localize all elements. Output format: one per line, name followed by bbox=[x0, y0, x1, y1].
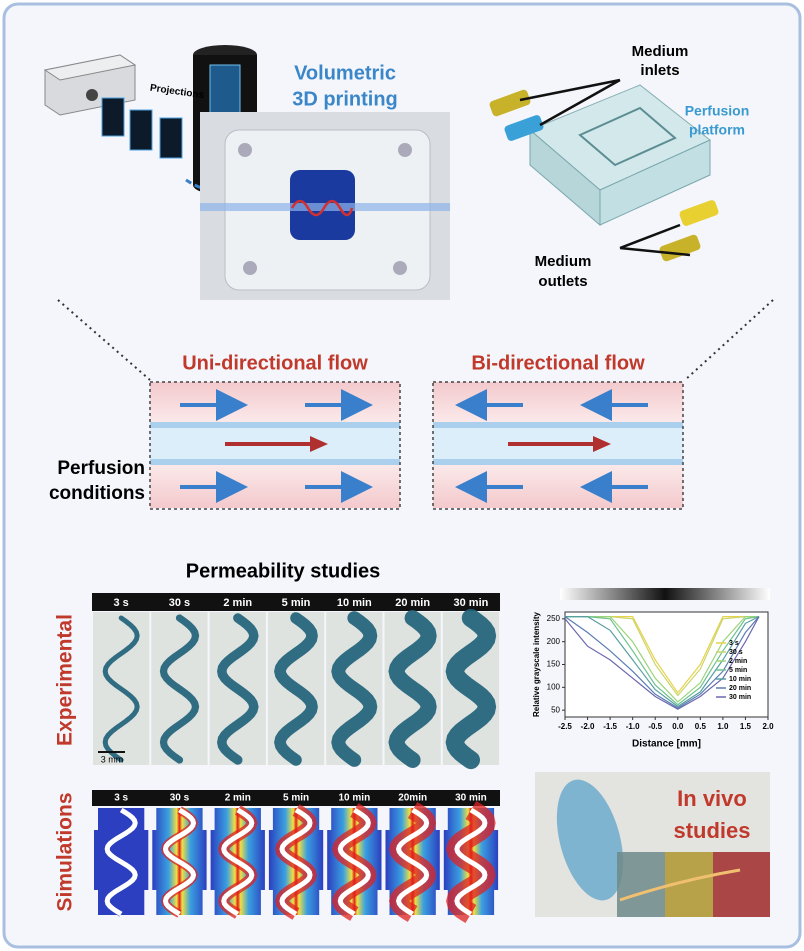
time-label: 5 min bbox=[282, 597, 311, 609]
time-label: 30 min bbox=[454, 597, 489, 609]
channel-wall bbox=[433, 459, 683, 465]
y-tick-label: 150 bbox=[547, 660, 561, 669]
legend-label: 10 min bbox=[729, 676, 751, 683]
chip-photo bbox=[200, 112, 450, 300]
printing-title: 3D printing bbox=[292, 88, 398, 110]
time-label: 20min bbox=[398, 793, 427, 804]
simulations-label: Simulations bbox=[54, 792, 77, 911]
time-label: 10 min bbox=[337, 597, 372, 609]
x-tick-label: -1.0 bbox=[626, 722, 640, 731]
y-tick-label: 200 bbox=[547, 637, 561, 646]
time-label: 30 s bbox=[170, 793, 190, 804]
legend-label: 5 min bbox=[729, 667, 747, 674]
time-label: 5 min bbox=[283, 793, 309, 804]
y-tick-label: 250 bbox=[547, 614, 561, 623]
platform-label: Perfusion bbox=[685, 103, 750, 119]
legend-label: 2 min bbox=[729, 658, 747, 665]
legend-label: 20 min bbox=[729, 685, 751, 692]
x-tick-label: -2.5 bbox=[558, 722, 572, 731]
in-vivo-title: In vivo bbox=[677, 786, 747, 811]
perfusion-label: conditions bbox=[49, 483, 145, 504]
x-tick-label: 0.0 bbox=[672, 722, 684, 731]
x-axis-label: Distance [mm] bbox=[632, 739, 701, 750]
x-tick-label: -2.0 bbox=[581, 722, 595, 731]
time-label: 30 min bbox=[455, 793, 487, 804]
x-tick-label: 0.5 bbox=[695, 722, 707, 731]
time-label: 3 s bbox=[114, 597, 129, 609]
legend-label: 3 s bbox=[729, 640, 739, 647]
x-tick-label: 2.0 bbox=[762, 722, 774, 731]
x-tick-label: 1.5 bbox=[740, 722, 752, 731]
figure: Projections Volumetric 3D printing Mediu… bbox=[0, 0, 804, 951]
perfusion-label: Perfusion bbox=[57, 458, 145, 479]
experimental-label: Experimental bbox=[54, 614, 77, 746]
time-label: 2 min bbox=[223, 597, 252, 609]
flow-title: Uni-directional flow bbox=[182, 352, 368, 374]
x-tick-label: -0.5 bbox=[648, 722, 662, 731]
printing-title: Volumetric bbox=[294, 62, 396, 84]
outlets-label: Medium bbox=[535, 253, 592, 270]
y-axis-label: Relative grayscale intensity bbox=[532, 611, 541, 716]
time-label: 10 min bbox=[339, 793, 371, 804]
flow-title: Bi-directional flow bbox=[471, 352, 645, 374]
in-vivo-title: studies bbox=[673, 818, 750, 843]
flow-band bbox=[433, 382, 683, 422]
y-tick-label: 50 bbox=[551, 705, 560, 714]
x-tick-label: -1.5 bbox=[603, 722, 617, 731]
platform-label: platform bbox=[689, 122, 745, 138]
scale-bar-label: 3 mm bbox=[101, 754, 124, 764]
grayscale-bar bbox=[560, 588, 770, 600]
permeability-title: Permeability studies bbox=[186, 560, 381, 582]
x-tick-label: 1.0 bbox=[717, 722, 729, 731]
channel-wall bbox=[433, 422, 683, 428]
outlets-label: outlets bbox=[538, 273, 587, 290]
time-label: 20 min bbox=[395, 597, 430, 609]
inlets-label: inlets bbox=[640, 62, 679, 79]
time-label: 2 min bbox=[225, 793, 251, 804]
legend-label: 30 s bbox=[729, 649, 743, 656]
inlets-label: Medium bbox=[632, 43, 689, 60]
channel-wall bbox=[150, 459, 400, 465]
time-label: 3 s bbox=[114, 793, 128, 804]
time-label: 30 s bbox=[169, 597, 190, 609]
flow-band bbox=[150, 382, 400, 422]
legend-label: 30 min bbox=[729, 694, 751, 701]
y-tick-label: 100 bbox=[547, 682, 561, 691]
channel-wall bbox=[150, 422, 400, 428]
